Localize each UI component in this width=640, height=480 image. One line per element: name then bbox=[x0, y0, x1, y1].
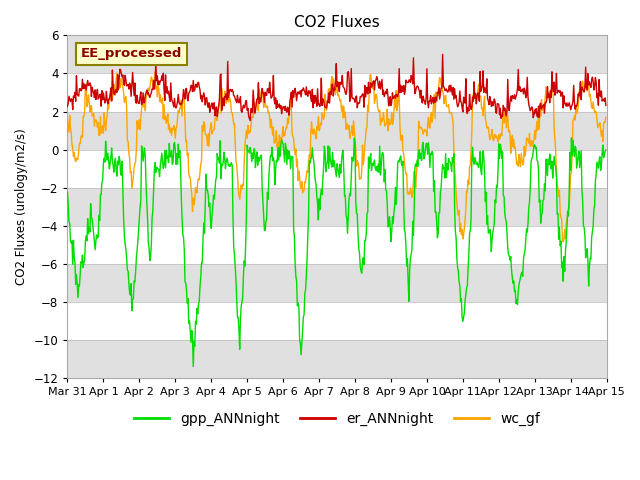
wc_gf bbox=[129, 180, 136, 186]
er_ANNnight bbox=[246, 118, 254, 123]
gpp_ANNnight bbox=[568, 135, 575, 141]
wc_gf bbox=[63, 117, 71, 123]
Text: EE_processed: EE_processed bbox=[81, 48, 182, 60]
Line: wc_gf: wc_gf bbox=[67, 72, 606, 242]
wc_gf bbox=[212, 108, 220, 114]
Bar bbox=[67, 36, 607, 73]
wc_gf bbox=[403, 171, 410, 177]
er_ANNnight bbox=[129, 70, 136, 75]
wc_gf bbox=[151, 69, 159, 75]
Line: gpp_ANNnight: gpp_ANNnight bbox=[67, 138, 606, 366]
gpp_ANNnight bbox=[602, 147, 610, 153]
Y-axis label: CO2 Fluxes (urology/m2/s): CO2 Fluxes (urology/m2/s) bbox=[15, 129, 28, 285]
gpp_ANNnight bbox=[129, 297, 136, 302]
wc_gf bbox=[184, 150, 192, 156]
er_ANNnight bbox=[602, 103, 610, 108]
Bar bbox=[67, 188, 607, 226]
gpp_ANNnight bbox=[189, 363, 197, 369]
er_ANNnight bbox=[212, 106, 220, 112]
Line: er_ANNnight: er_ANNnight bbox=[67, 54, 606, 120]
wc_gf bbox=[74, 157, 81, 163]
Bar bbox=[67, 111, 607, 150]
er_ANNnight bbox=[74, 92, 81, 97]
Legend: gpp_ANNnight, er_ANNnight, wc_gf: gpp_ANNnight, er_ANNnight, wc_gf bbox=[129, 406, 545, 432]
er_ANNnight bbox=[419, 100, 426, 106]
er_ANNnight bbox=[439, 51, 447, 57]
gpp_ANNnight bbox=[403, 263, 410, 269]
Bar bbox=[67, 264, 607, 302]
gpp_ANNnight bbox=[63, 189, 71, 195]
gpp_ANNnight bbox=[212, 174, 220, 180]
Bar bbox=[67, 340, 607, 378]
gpp_ANNnight bbox=[184, 300, 191, 306]
gpp_ANNnight bbox=[74, 281, 81, 287]
Title: CO2 Fluxes: CO2 Fluxes bbox=[294, 15, 380, 30]
gpp_ANNnight bbox=[419, 142, 426, 147]
wc_gf bbox=[602, 114, 610, 120]
er_ANNnight bbox=[63, 104, 71, 109]
wc_gf bbox=[419, 127, 426, 132]
er_ANNnight bbox=[184, 95, 191, 101]
wc_gf bbox=[559, 239, 567, 245]
er_ANNnight bbox=[403, 80, 410, 85]
